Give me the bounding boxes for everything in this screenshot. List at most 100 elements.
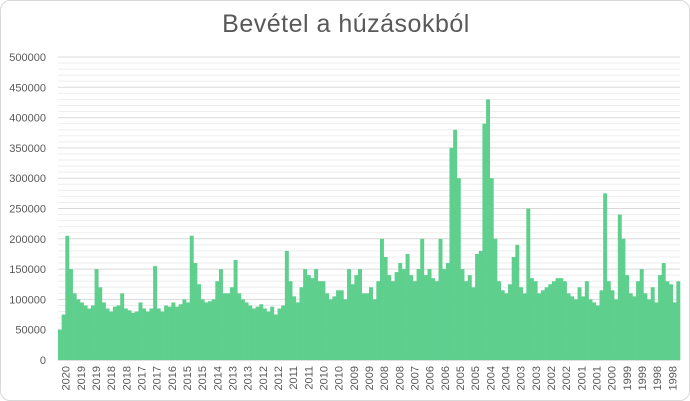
bar	[643, 293, 648, 360]
y-tick-label: 500000	[9, 52, 46, 64]
bar	[658, 275, 663, 360]
bar	[127, 310, 132, 360]
bar	[475, 253, 480, 360]
bar	[522, 293, 527, 360]
x-tick-label: 2002	[546, 366, 558, 390]
bar	[211, 299, 216, 360]
x-tick-label: 2005	[455, 366, 467, 390]
bar	[661, 263, 666, 360]
x-tick-label: 2010	[318, 366, 330, 390]
bar	[555, 278, 560, 360]
bar	[669, 284, 673, 360]
bar	[376, 281, 381, 360]
bar	[427, 269, 432, 360]
bar	[120, 293, 125, 360]
bar	[101, 302, 106, 360]
bar	[142, 308, 147, 360]
x-tick-label: 2008	[394, 366, 406, 390]
x-tick-label: 2010	[334, 366, 346, 390]
bar	[314, 269, 319, 360]
bar	[72, 293, 77, 360]
bar	[226, 293, 231, 360]
bar	[489, 178, 494, 360]
bar	[372, 299, 377, 360]
bar	[76, 299, 81, 360]
bar	[215, 281, 220, 360]
y-tick-label: 100000	[9, 294, 46, 306]
bar	[244, 302, 249, 360]
bar	[570, 296, 575, 360]
bar	[79, 302, 84, 360]
bar	[383, 256, 388, 360]
bar	[156, 308, 161, 360]
bar	[229, 287, 234, 360]
bar	[639, 269, 644, 360]
bar	[497, 281, 502, 360]
y-tick-label: 250000	[9, 204, 46, 216]
x-tick-label: 2006	[440, 366, 452, 390]
bar	[222, 293, 227, 360]
bar	[138, 302, 143, 360]
bar	[193, 263, 198, 360]
bar	[369, 287, 373, 360]
bar	[573, 299, 578, 360]
bar	[515, 244, 520, 360]
bar	[412, 281, 417, 360]
x-tick-label: 2004	[501, 366, 513, 390]
bar	[672, 302, 677, 360]
bar	[614, 299, 619, 360]
bar	[592, 302, 597, 360]
bar	[299, 287, 304, 360]
bar	[537, 293, 542, 360]
y-tick-label: 400000	[9, 113, 46, 125]
bar	[398, 263, 403, 360]
bar	[416, 269, 421, 360]
x-tick-label: 2011	[288, 366, 300, 390]
bar	[262, 308, 267, 360]
bar	[529, 278, 534, 360]
y-tick-label: 150000	[9, 264, 46, 276]
bar	[178, 304, 183, 360]
x-tick-label: 2009	[349, 366, 361, 390]
x-tick-label: 2018	[121, 366, 133, 390]
bar	[423, 275, 428, 360]
bar	[533, 281, 538, 360]
x-tick-label: 2019	[76, 366, 88, 390]
bar	[105, 308, 110, 360]
bar	[251, 308, 256, 360]
bar	[665, 281, 670, 360]
bar	[361, 293, 366, 360]
x-tick-label: 2008	[379, 366, 391, 390]
bar	[603, 193, 608, 360]
bar	[544, 287, 549, 360]
bar	[255, 306, 260, 360]
bar	[482, 123, 487, 360]
bar	[164, 305, 169, 360]
bar	[288, 281, 293, 360]
bar	[409, 275, 414, 360]
x-tick-label: 2017	[152, 366, 164, 390]
bar	[328, 299, 333, 360]
x-tick-label: 2016	[167, 366, 179, 390]
bar	[486, 99, 491, 361]
x-tick-label: 1998	[667, 366, 679, 390]
bar	[358, 269, 362, 360]
bar	[559, 278, 564, 360]
bar	[394, 272, 399, 360]
bar	[284, 250, 289, 360]
x-tick-label: 2006	[425, 366, 437, 390]
x-tick-label: 2020	[61, 366, 73, 390]
bar	[636, 281, 641, 360]
bar	[131, 312, 136, 360]
bar	[153, 266, 158, 360]
bar	[175, 306, 180, 360]
bar	[350, 284, 355, 360]
x-tick-label: 2002	[561, 366, 573, 390]
bar	[650, 287, 655, 360]
y-axis-ticks: 0 50000 100000 150000 200000 250000 300000 3500…	[9, 52, 46, 367]
x-tick-label: 2018	[106, 366, 118, 390]
bar	[134, 311, 139, 360]
bar	[98, 287, 103, 360]
bar	[186, 302, 191, 360]
